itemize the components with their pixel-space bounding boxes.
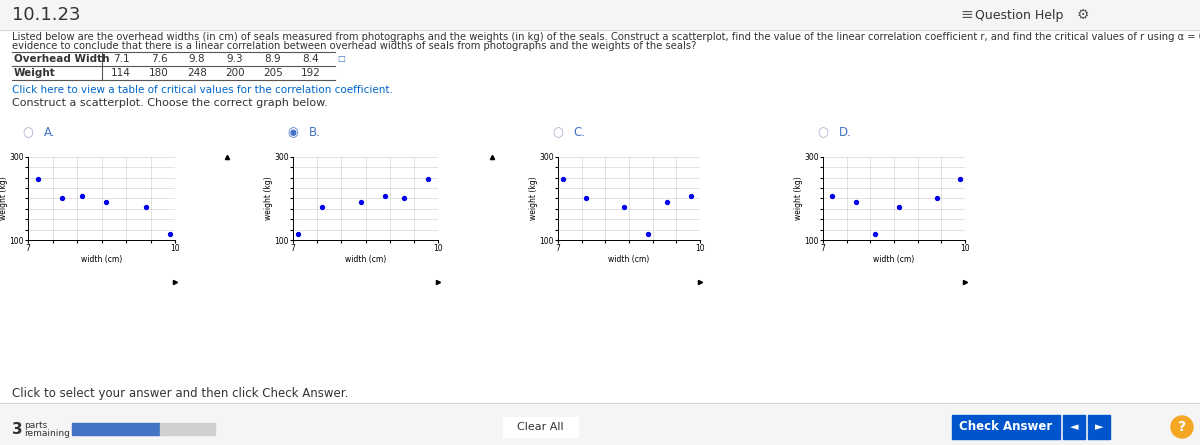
Point — [29, 175, 48, 182]
X-axis label: width (cm): width (cm) — [344, 255, 386, 263]
Point — [950, 175, 970, 182]
Point — [161, 231, 180, 238]
Y-axis label: weight (kg): weight (kg) — [264, 177, 272, 220]
Point — [97, 198, 116, 206]
Point — [72, 193, 91, 200]
Y-axis label: weight (kg): weight (kg) — [794, 177, 803, 220]
Text: ○: ○ — [552, 126, 563, 139]
Point — [865, 231, 884, 238]
Y-axis label: weight (kg): weight (kg) — [0, 177, 8, 220]
Text: 9.8: 9.8 — [188, 54, 205, 64]
Text: 8.4: 8.4 — [302, 54, 319, 64]
Point — [577, 195, 596, 202]
Text: ►: ► — [1094, 422, 1103, 432]
Text: Weight: Weight — [14, 68, 55, 78]
Bar — [503, 417, 578, 437]
Text: ○: ○ — [22, 126, 32, 139]
Point — [638, 231, 658, 238]
Text: Click to select your answer and then click Check Answer.: Click to select your answer and then cli… — [12, 387, 348, 400]
Text: Listed below are the overhead widths (in cm) of seals measured from photographs : Listed below are the overhead widths (in… — [12, 32, 1200, 42]
Point — [846, 198, 865, 206]
Text: 180: 180 — [149, 68, 169, 78]
Bar — [72, 423, 160, 435]
Circle shape — [1171, 416, 1193, 438]
Point — [553, 175, 572, 182]
Text: evidence to conclude that there is a linear correlation between overhead widths : evidence to conclude that there is a lin… — [12, 41, 696, 51]
Text: parts: parts — [24, 421, 47, 429]
Point — [312, 203, 331, 210]
Text: 205: 205 — [263, 68, 283, 78]
Point — [823, 193, 842, 200]
Text: Construct a scatterplot. Choose the correct graph below.: Construct a scatterplot. Choose the corr… — [12, 98, 328, 108]
Text: A.: A. — [43, 126, 55, 139]
Point — [53, 195, 72, 202]
Bar — [0, 403, 1200, 445]
Point — [288, 231, 307, 238]
Text: 10.1.23: 10.1.23 — [12, 6, 80, 24]
Point — [658, 198, 677, 206]
Point — [376, 193, 395, 200]
Text: Overhead Width: Overhead Width — [14, 54, 109, 64]
Text: Click here to view a table of critical values for the correlation coefficient.: Click here to view a table of critical v… — [12, 85, 392, 95]
Text: B.: B. — [308, 126, 320, 139]
Point — [395, 195, 414, 202]
Bar — [1088, 415, 1110, 439]
Text: ○: ○ — [817, 126, 828, 139]
Text: 192: 192 — [301, 68, 320, 78]
Text: ≡: ≡ — [960, 8, 973, 23]
Bar — [0, 0, 1200, 30]
X-axis label: width (cm): width (cm) — [608, 255, 649, 263]
X-axis label: width (cm): width (cm) — [874, 255, 914, 263]
Text: D.: D. — [839, 126, 852, 139]
Bar — [160, 423, 215, 435]
Text: ◉: ◉ — [287, 126, 298, 139]
Y-axis label: weight (kg): weight (kg) — [529, 177, 538, 220]
Text: 3: 3 — [12, 421, 23, 437]
Bar — [1063, 415, 1085, 439]
Text: 7.6: 7.6 — [151, 54, 167, 64]
Text: □: □ — [337, 54, 344, 64]
Text: 7.1: 7.1 — [113, 54, 130, 64]
Point — [419, 175, 438, 182]
Text: Question Help: Question Help — [974, 8, 1063, 21]
Point — [136, 203, 155, 210]
Text: 9.3: 9.3 — [227, 54, 244, 64]
Text: C.: C. — [574, 126, 586, 139]
Point — [889, 203, 908, 210]
Text: Clear All: Clear All — [517, 422, 563, 432]
Text: 8.9: 8.9 — [265, 54, 281, 64]
Point — [926, 195, 946, 202]
Point — [352, 198, 371, 206]
Text: 248: 248 — [187, 68, 206, 78]
Text: 200: 200 — [226, 68, 245, 78]
Bar — [952, 415, 1060, 439]
Text: ?: ? — [1178, 420, 1186, 434]
Point — [614, 203, 634, 210]
X-axis label: width (cm): width (cm) — [80, 255, 122, 263]
Text: Check Answer: Check Answer — [959, 421, 1052, 433]
Point — [680, 193, 700, 200]
Text: ⚙: ⚙ — [1078, 8, 1090, 22]
Text: 114: 114 — [112, 68, 131, 78]
Text: ◄: ◄ — [1069, 422, 1079, 432]
Text: remaining: remaining — [24, 429, 70, 437]
